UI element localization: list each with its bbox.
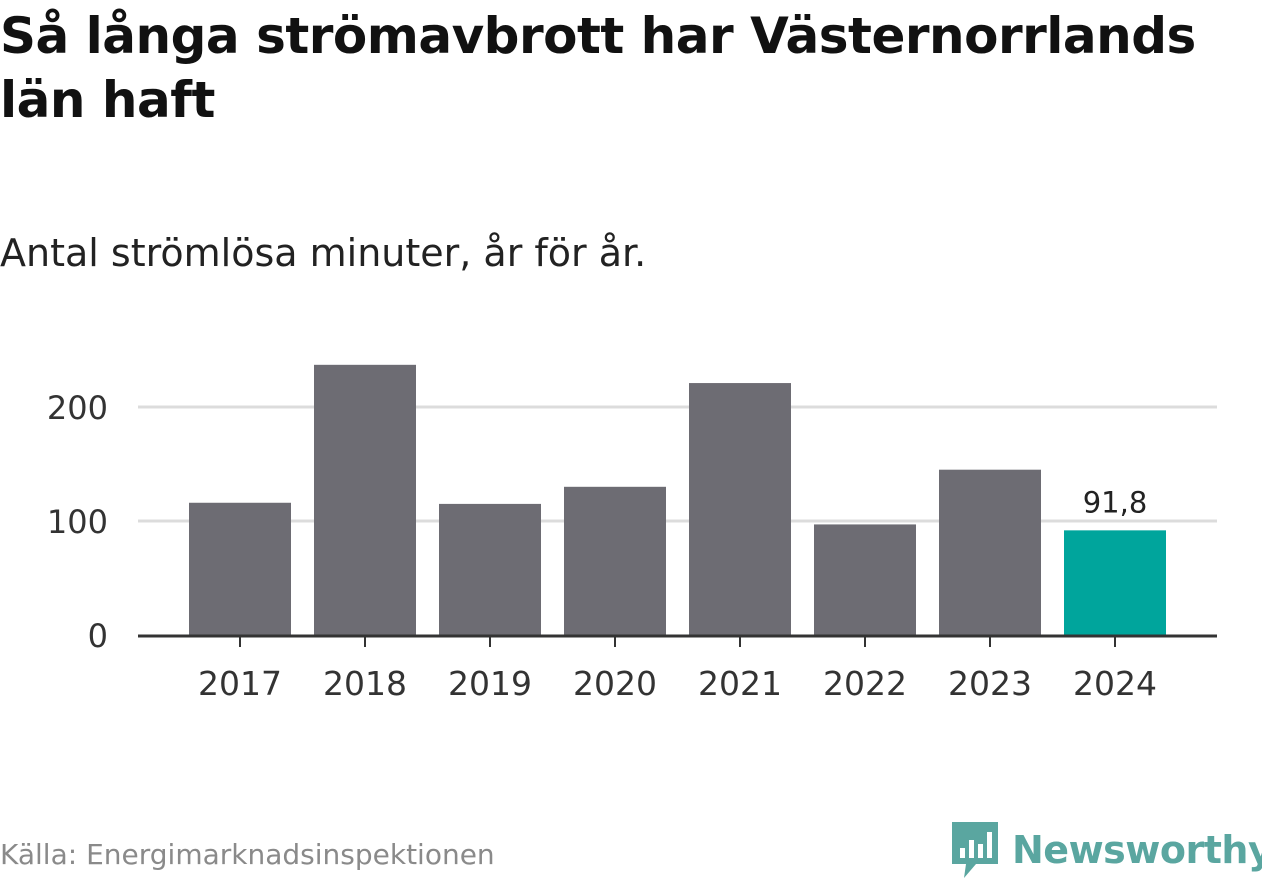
x-tick-label: 2022 xyxy=(823,664,907,703)
x-tick-label: 2021 xyxy=(698,664,782,703)
y-tick-label: 200 xyxy=(47,389,108,427)
bar-chart: 0 100 200 91,8 2017 2018 2019 2020 2021 2022 202… xyxy=(47,364,1217,703)
bar-2024 xyxy=(1064,530,1166,635)
bar-2019 xyxy=(439,503,541,635)
x-tick-label: 2017 xyxy=(198,664,282,703)
chart-title: Så långa strömavbrott har Västernorrland… xyxy=(0,7,1196,129)
grid-lines xyxy=(138,405,1217,523)
x-tick-label: 2023 xyxy=(948,664,1032,703)
x-tick-label: 2024 xyxy=(1073,664,1157,703)
newsworthy-logo-icon xyxy=(952,822,998,878)
bar-2017 xyxy=(189,502,291,635)
x-tick-label: 2019 xyxy=(448,664,532,703)
y-tick-label: 100 xyxy=(47,503,108,541)
newsworthy-logo-text: Newsworthy xyxy=(1012,828,1262,872)
chart-subtitle: Antal strömlösa minuter, år för år. xyxy=(0,231,647,275)
bar-2020 xyxy=(564,486,666,635)
x-tick-label: 2020 xyxy=(573,664,657,703)
data-labels: 91,8 xyxy=(1083,485,1148,519)
y-axis-labels: 0 100 200 xyxy=(47,389,108,655)
bar-2022 xyxy=(814,524,916,635)
bar-2023 xyxy=(939,469,1041,635)
x-axis: 2017 2018 2019 2020 2021 2022 2023 2024 xyxy=(138,634,1217,703)
bars xyxy=(189,364,1166,635)
data-label: 91,8 xyxy=(1083,485,1148,519)
bar-2018 xyxy=(314,364,416,635)
bar-2021 xyxy=(689,383,791,635)
x-tick-label: 2018 xyxy=(323,664,407,703)
y-tick-label: 0 xyxy=(88,617,108,655)
newsworthy-logo: Newsworthy xyxy=(950,820,1262,880)
source-note: Källa: Energimarknadsinspektionen xyxy=(0,838,495,871)
